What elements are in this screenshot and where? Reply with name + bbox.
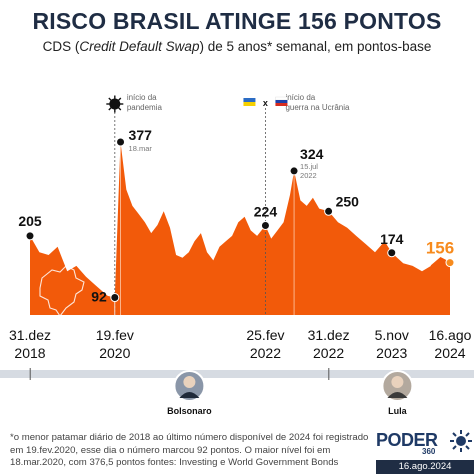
x-tick-year: 2023 [376,345,407,360]
date-badge: 16.ago.2024 [376,460,474,474]
footnote: *o menor patamar diário de 2018 ao últim… [10,432,369,468]
virus-spike [117,97,122,101]
area-series [30,142,450,315]
timeline-track [0,370,474,378]
x-tick-year: 2020 [99,345,130,360]
data-label: 324 [300,146,324,162]
data-point [324,206,334,216]
government-timeline: Bolsonaro Lula [0,368,474,416]
russia-flag-icon [275,96,288,101]
cds-area-chart: início da pandemia início da guerra na Ucrâ… [9,93,472,360]
data-point [25,231,35,241]
sunburst-icon [450,430,472,452]
x-tick-year: 2022 [250,345,281,360]
ukraine-flag-yellow [243,102,256,106]
data-point [116,137,126,147]
versus-mark: x [263,98,268,108]
page-title: RISCO BRASIL ATINGE 156 PONTOS [32,8,442,34]
x-tick-year: 2018 [14,345,45,360]
russia-flag-blue [275,100,288,103]
data-label: 250 [336,193,360,209]
data-point [260,220,270,230]
x-tick-day: 31.dez [308,327,350,343]
data-date-label: 15.jul 2022 [300,162,318,180]
event-label: início da guerra na Ucrânia [285,93,350,112]
logo-360: 360 [422,447,436,456]
x-tick-day: 25.fev [246,327,284,343]
ukraine-flag-icon [243,98,256,102]
data-point [110,293,120,303]
virus-icon [109,98,121,110]
virus-spike [117,107,122,111]
data-label: 156 [426,239,454,258]
page-subtitle: CDS (Credit Default Swap) de 5 anos* sem… [42,39,432,54]
avatar-body [387,392,408,398]
x-tick-day: 31.dez [9,327,51,343]
virus-spike [108,107,112,111]
president-name: Lula [388,406,407,416]
russia-flag-red [275,103,288,106]
data-point [445,258,455,268]
poder360-logo: PODER 360 16.ago.2024 [376,428,474,474]
data-point [289,166,299,176]
data-date-label: 18.mar [129,144,153,153]
x-tick-day: 16.ago [429,327,472,343]
avatar-face [391,376,404,388]
x-tick-day: 19.fev [96,327,134,343]
data-label: 377 [129,127,153,143]
x-tick-day: 5.nov [375,327,409,343]
data-label: 92 [91,289,107,305]
data-label: 224 [254,203,278,219]
data-point [387,248,397,258]
x-tick-year: 2022 [313,345,344,360]
virus-spike [108,97,112,101]
avatar-body [179,392,200,398]
event-label: início da pandemia [127,93,163,112]
x-tick-year: 2024 [434,345,465,360]
avatar-face [183,376,196,388]
data-label: 205 [18,213,42,229]
data-label: 174 [380,231,404,247]
president-name: Bolsonaro [167,406,212,416]
logo-text: PODER [376,430,438,450]
brazil-map-icon [39,265,85,317]
